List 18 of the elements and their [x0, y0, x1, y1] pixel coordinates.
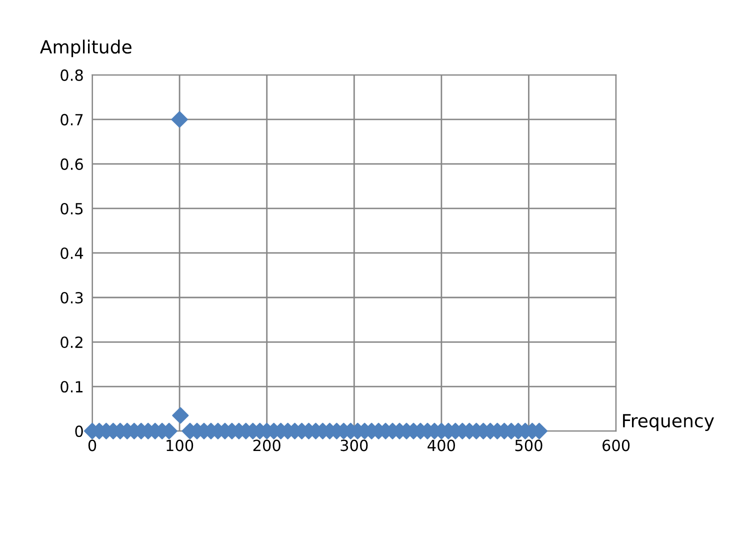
x-tick-label: 100 [166, 440, 194, 452]
y-tick-label: 0.7 [60, 114, 83, 126]
x-tick-label: 200 [253, 440, 280, 452]
y-tick-label: 0.1 [60, 380, 83, 393]
y-tick-label: 0.2 [60, 336, 82, 348]
y-tick-label: 0 [75, 426, 83, 438]
y-tick-label: 0.3 [60, 292, 83, 304]
x-tick-label: 400 [428, 440, 456, 452]
x-tick-label: 0 [88, 440, 96, 452]
x-tick-label: 600 [602, 440, 630, 452]
y-tick-label: 0.4 [60, 247, 84, 260]
y-tick-label: 0.6 [60, 158, 83, 170]
y-tick-label: 0.8 [60, 69, 83, 81]
y-axis-title: Amplitude [40, 40, 132, 58]
y-tick-label: 0.5 [60, 202, 83, 214]
x-axis-title: Frequency [623, 414, 714, 432]
x-tick-label: 500 [515, 440, 542, 452]
x-tick-label: 300 [340, 440, 368, 452]
